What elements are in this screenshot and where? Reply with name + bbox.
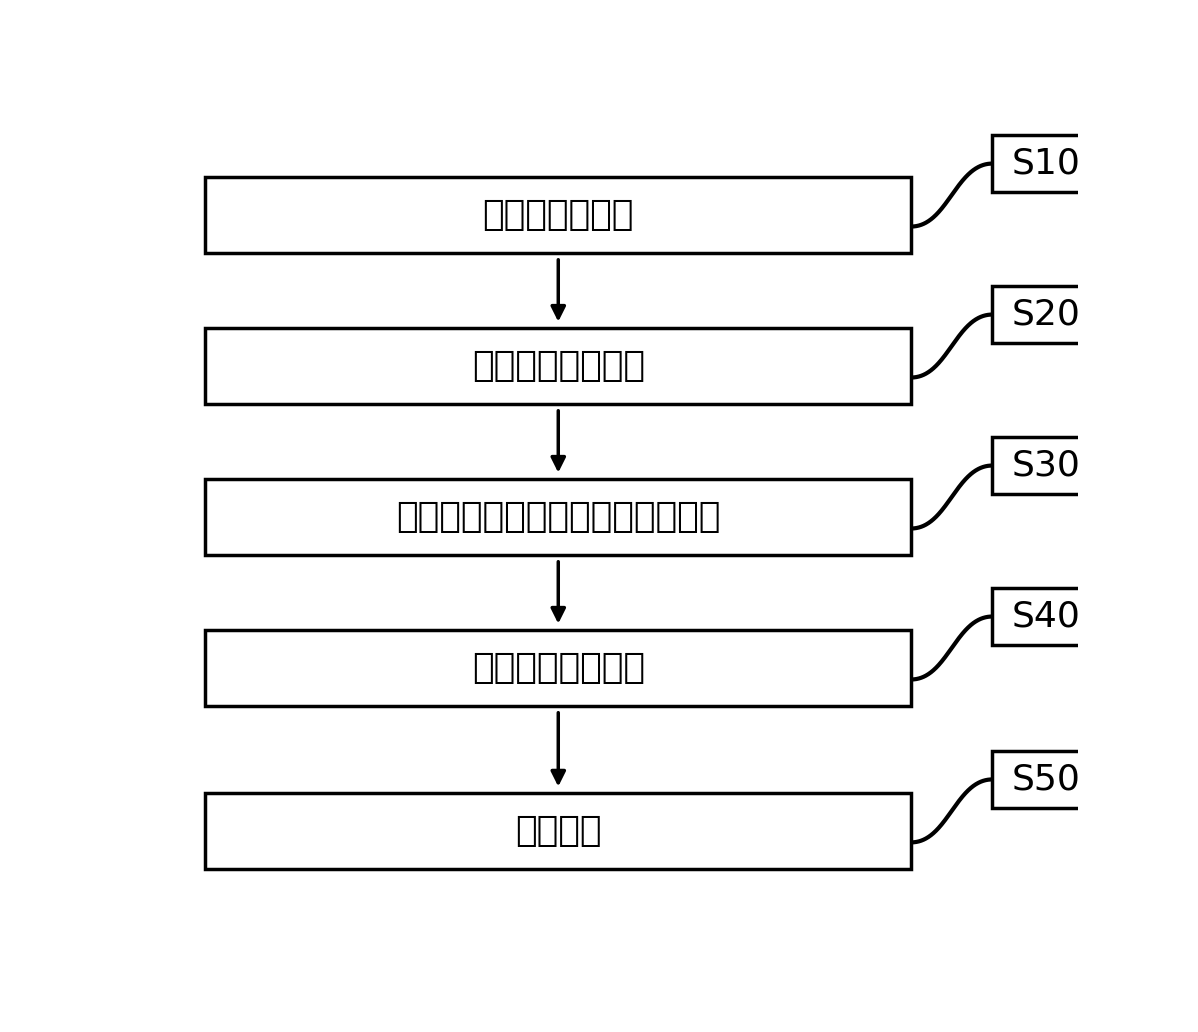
- FancyBboxPatch shape: [992, 437, 1099, 494]
- Text: S10: S10: [1011, 147, 1081, 181]
- Text: 建立测量坐标系: 建立测量坐标系: [483, 198, 634, 232]
- Text: S40: S40: [1011, 600, 1081, 634]
- FancyBboxPatch shape: [206, 480, 912, 555]
- Text: 驱动传感器、激光反射镜同步运动: 驱动传感器、激光反射镜同步运动: [397, 501, 720, 535]
- FancyBboxPatch shape: [206, 328, 912, 404]
- Text: S50: S50: [1011, 763, 1081, 797]
- Text: 数据处理: 数据处理: [515, 814, 601, 848]
- FancyBboxPatch shape: [206, 631, 912, 706]
- FancyBboxPatch shape: [206, 794, 912, 869]
- FancyBboxPatch shape: [992, 286, 1099, 344]
- FancyBboxPatch shape: [992, 751, 1099, 808]
- Text: S20: S20: [1011, 297, 1081, 331]
- FancyBboxPatch shape: [206, 178, 912, 253]
- FancyBboxPatch shape: [992, 588, 1099, 645]
- FancyBboxPatch shape: [992, 135, 1099, 192]
- Text: 采集输入、输出量: 采集输入、输出量: [472, 651, 645, 685]
- Text: S30: S30: [1011, 449, 1081, 483]
- Text: 形成直线位移基准: 形成直线位移基准: [472, 349, 645, 383]
